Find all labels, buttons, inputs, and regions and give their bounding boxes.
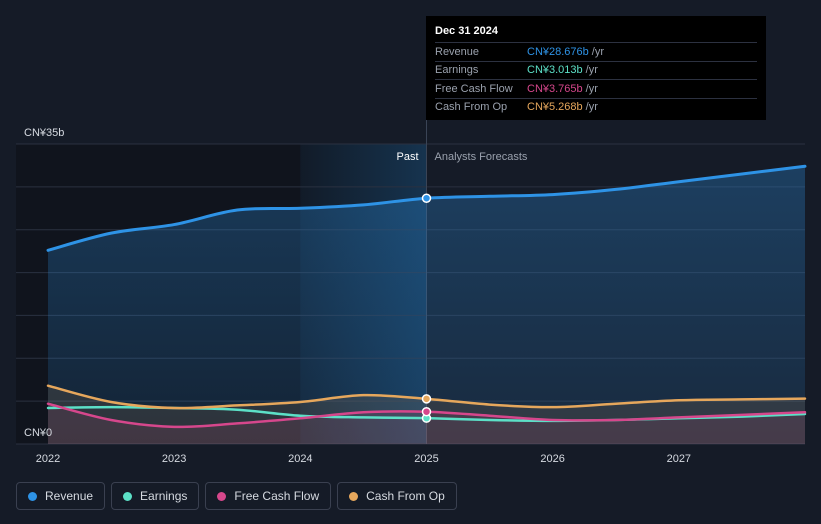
tooltip-unit: /yr (585, 101, 598, 114)
tooltip-unit: /yr (585, 64, 598, 77)
legend-item-revenue[interactable]: Revenue (16, 482, 106, 510)
tooltip: Dec 31 2024 Revenue CN¥28.676b /yr Earni… (426, 16, 766, 120)
tooltip-label: Earnings (435, 64, 479, 77)
revenue-area (48, 166, 805, 445)
legend-dot-icon (123, 491, 133, 501)
tooltip-label: Cash From Op (435, 101, 508, 114)
legend-dot-icon (28, 491, 37, 501)
legend-dot-icon (349, 491, 359, 501)
tooltip-label: Revenue (435, 45, 480, 58)
y-axis-bottom-label: CN¥0 (24, 427, 52, 439)
free-cash-flow-marker (421, 406, 432, 417)
tooltip-unit: /yr (585, 82, 598, 95)
x-tick-label: 2025 (414, 453, 438, 465)
legend-item-earnings[interactable]: Earnings (111, 482, 200, 510)
x-tick-label: 2024 (288, 453, 312, 465)
forecast-label: Analysts Forecasts (435, 151, 528, 163)
legend-label: Earnings (140, 489, 188, 503)
free-cash-flow-area (48, 403, 805, 444)
legend-label: Free Cash Flow (234, 489, 320, 503)
legend-dot-icon (217, 491, 227, 501)
past-label: Past (396, 151, 418, 163)
tooltip-row-free-cash-flow: Free Cash Flow CN¥3.765b /yr (435, 79, 757, 98)
cash-from-op-marker (421, 394, 432, 404)
tooltip-date: Dec 31 2024 (435, 25, 498, 37)
legend-label: Cash From Op (366, 489, 445, 503)
tooltip-value: CN¥3.013b (527, 64, 583, 77)
legend: Revenue Earnings Free Cash Flow Cash Fro… (16, 482, 457, 510)
y-axis-top-label: CN¥35b (24, 127, 64, 139)
revenue-marker (421, 193, 432, 203)
x-tick-label: 2026 (540, 453, 564, 465)
tooltip-label: Free Cash Flow (435, 82, 513, 95)
x-tick-label: 2027 (667, 453, 691, 465)
tooltip-value: CN¥5.268b (527, 101, 583, 114)
x-tick-label: 2022 (36, 453, 60, 465)
legend-item-free-cash-flow[interactable]: Free Cash Flow (205, 482, 332, 510)
tooltip-row-cash-from-op: Cash From Op CN¥5.268b /yr (435, 97, 757, 117)
legend-label: Revenue (45, 489, 94, 503)
tooltip-value: CN¥28.676b (527, 45, 589, 58)
tooltip-value: CN¥3.765b (527, 82, 583, 95)
tooltip-unit: /yr (591, 45, 605, 58)
tooltip-row-revenue: Revenue CN¥28.676b /yr (435, 42, 757, 61)
legend-item-cash-from-op[interactable]: Cash From Op (337, 482, 457, 510)
x-tick-label: 2023 (162, 453, 186, 465)
tooltip-row-earnings: Earnings CN¥3.013b /yr (435, 60, 757, 80)
